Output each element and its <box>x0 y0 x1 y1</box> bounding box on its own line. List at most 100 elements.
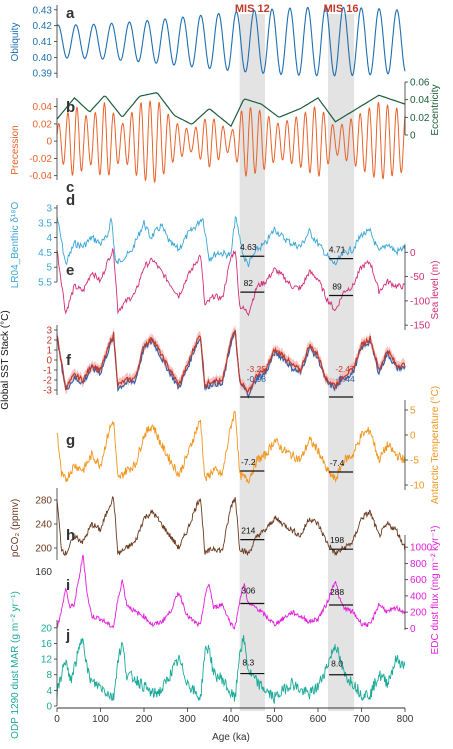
panel-letter-g: g <box>66 432 75 449</box>
eccentricity-axis-tick-label-1: 0.04 <box>410 95 430 106</box>
antarctic-ylabel: Antarctic Temperature (°C) <box>430 386 441 504</box>
obliquity-axis-tick-label-0: 0.43 <box>33 5 53 16</box>
precession-axis-tick-label-0: 0.04 <box>33 102 53 113</box>
axes <box>54 5 408 712</box>
x-tick-label-5: 500 <box>266 714 283 725</box>
precession-axis-tick-label-3: -0.02 <box>29 154 52 165</box>
odp-axis-tick-label-3: 8 <box>46 670 52 681</box>
eccentricity-axis-tick-label-2: 0.02 <box>410 113 430 124</box>
co2-annotation-2: 198 <box>330 535 344 545</box>
dustflux-axis-tick-label-4: 200 <box>410 608 427 619</box>
odp-axis-tick-label-2: 12 <box>41 655 53 666</box>
panel-letter-e: e <box>66 262 74 279</box>
antarctic-axis-tick-label-2: -5 <box>410 456 419 467</box>
antarctic-annotation-1: -7.2 <box>241 457 256 467</box>
odp-annotation-2: 8.0 <box>331 659 343 669</box>
antarctic-annotation-2: -7.4 <box>330 458 345 468</box>
panel-letter-a: a <box>66 5 75 22</box>
dustflux-annotation-2: 288 <box>330 587 344 597</box>
sealevel-axis-tick-label-3: -150 <box>410 321 430 332</box>
dustflux-axis-tick-label-0: 1000 <box>410 543 433 554</box>
obliquity-axis-tick-label-1: 0.42 <box>33 21 53 32</box>
panel-letter-i: i <box>66 577 70 594</box>
benthic-axis-tick-label-0: 3 <box>46 203 52 214</box>
co2-axis-tick-label-2: 200 <box>35 544 52 555</box>
odp-axis-tick-label-5: 0 <box>46 702 52 713</box>
odp-axis-tick-label-1: 16 <box>41 639 53 650</box>
sst-axis-tick-label-2: 1 <box>46 346 52 357</box>
panel-letter-d: d <box>66 192 75 209</box>
plot-area <box>56 6 406 704</box>
sst-axis-tick-label-5: -2 <box>43 376 52 387</box>
antarctic-line <box>56 410 406 485</box>
x-axis-title: Age (ka) <box>212 732 250 743</box>
obliquity-axis-tick-label-3: 0.40 <box>33 53 53 64</box>
x-tick-label-6: 600 <box>310 714 327 725</box>
panel-letter-h: h <box>66 527 75 544</box>
benthic-annotation-1: 4.63 <box>240 242 257 252</box>
sst-uncertainty-band <box>57 324 405 398</box>
benthic-axis-tick-label-2: 4 <box>46 233 52 244</box>
sst-annotation-3: -2.47 <box>335 364 355 374</box>
benthic-axis-tick-label-4: 5 <box>46 263 52 274</box>
eccentricity-ylabel: Eccentricity <box>430 84 441 135</box>
dustflux-ylabel: EDC dust flux (mg m⁻² kyr⁻¹) <box>430 526 441 655</box>
sealevel-axis-tick-label-1: -50 <box>410 272 425 283</box>
co2-annotation-1: 214 <box>241 526 255 536</box>
odp-axis-tick-label-4: 4 <box>46 686 52 697</box>
obliquity-line <box>56 6 406 77</box>
sst-axis-tick-label-3: 0 <box>46 356 52 367</box>
odp-axis-tick-label-0: 20 <box>41 623 53 634</box>
co2-ylabel: pCO₂ (ppmv) <box>10 499 21 557</box>
sealevel-annotation-1: 82 <box>244 278 254 288</box>
x-tick-label-8: 800 <box>397 714 414 725</box>
mis-label-2: MIS 16 <box>324 3 359 15</box>
sealevel-ylabel: Sea level (m) <box>430 261 441 320</box>
x-tick-label-3: 300 <box>179 714 196 725</box>
odp-line <box>56 634 406 704</box>
odp-ylabel: ODP 1290 dust MAR (g m⁻² yr⁻¹) <box>10 591 21 739</box>
sealevel-annotation-2: 89 <box>332 282 342 292</box>
sst-axis-tick-label-1: 2 <box>46 336 52 347</box>
precession-line <box>56 99 406 184</box>
sst-annotation-2: -0.98 <box>247 374 267 384</box>
x-tick-label-0: 0 <box>54 714 60 725</box>
benthic-ylabel: LR04_Benthic δ¹⁸O <box>10 202 21 289</box>
dustflux-line <box>56 554 406 630</box>
benthic-line <box>56 215 406 268</box>
benthic-axis-tick-label-5: 5.5 <box>38 278 52 289</box>
dustflux-axis-tick-label-5: 0 <box>410 624 416 635</box>
eccentricity-line <box>56 92 406 128</box>
sst-line <box>56 329 406 394</box>
dustflux-axis-tick-label-3: 400 <box>410 591 427 602</box>
co2-line <box>56 496 406 557</box>
co2-axis-tick-label-0: 280 <box>35 496 52 507</box>
mis-label-1: MIS 12 <box>235 3 270 15</box>
sst-annotation-1: -3.25 <box>247 364 267 374</box>
panel-letter-c: c <box>66 179 74 196</box>
odp-annotation-1: 8.3 <box>242 658 254 668</box>
benthic-annotation-2: 4.71 <box>329 245 346 255</box>
x-tick-label-4: 400 <box>223 714 240 725</box>
x-tick-label-2: 200 <box>136 714 153 725</box>
sst-ylabel: Global SST Stack (°C) <box>0 310 11 409</box>
panel-letter-j: j <box>65 627 70 644</box>
labels: MIS 12 MIS 16 0.43 0.42 0.41 0.40 0.39 Obliquit… <box>0 3 441 743</box>
sst-axis-tick-label-0: 3 <box>46 326 52 337</box>
precession-axis-tick-label-4: -0.04 <box>29 171 52 182</box>
x-tick-label-7: 700 <box>353 714 370 725</box>
dustflux-left-tick-label-0: 160 <box>35 567 52 578</box>
precession-ylabel: Precession <box>10 125 21 174</box>
benthic-axis-tick-label-1: 3.5 <box>38 218 52 229</box>
sealevel-axis-tick-label-0: 0 <box>410 248 416 259</box>
x-tick-label-1: 100 <box>92 714 109 725</box>
dustflux-axis-tick-label-2: 600 <box>410 575 427 586</box>
obliquity-axis-tick-label-4: 0.39 <box>33 69 53 80</box>
sealevel-line <box>56 248 406 317</box>
panel-letter-b: b <box>66 99 75 116</box>
antarctic-axis-tick-label-0: 5 <box>410 406 416 417</box>
obliquity-axis-tick-label-2: 0.41 <box>33 37 53 48</box>
sst-axis-tick-label-4: -1 <box>43 366 52 377</box>
dustflux-annotation-1: 306 <box>241 586 255 596</box>
